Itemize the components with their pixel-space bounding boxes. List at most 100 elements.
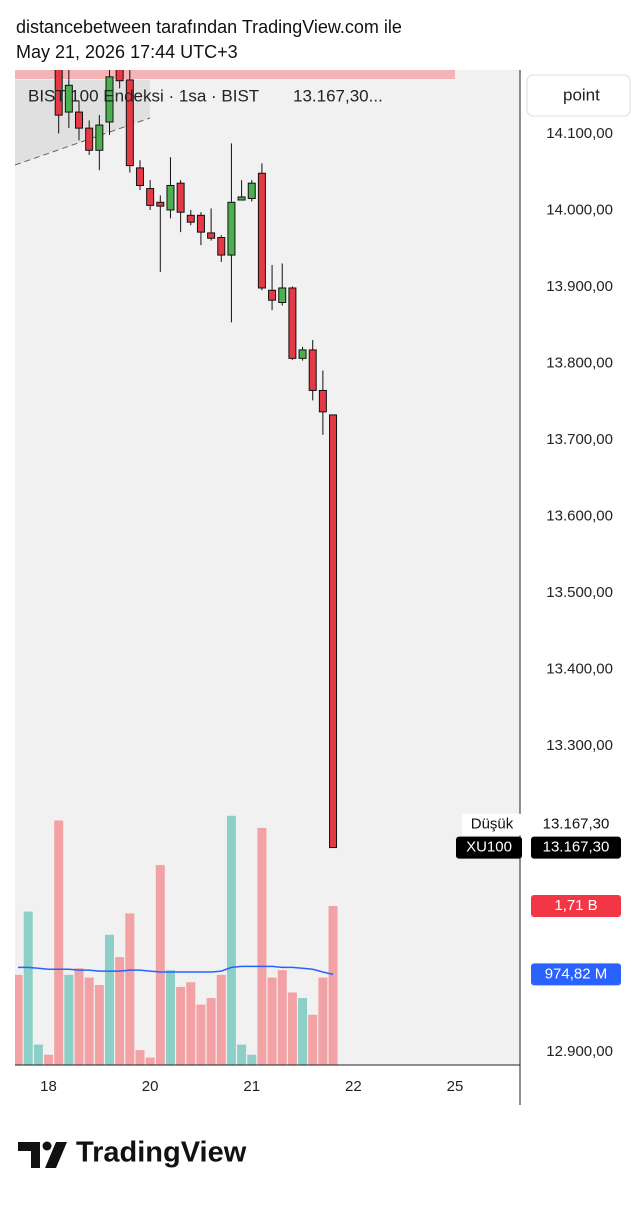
volume-bar [15, 974, 23, 1065]
volume-bar [298, 998, 308, 1065]
volume-last-label: 1,71 B [554, 897, 597, 914]
volume-bar [196, 1004, 206, 1065]
y-tick-label: 13.900,00 [546, 278, 613, 295]
volume-bar [186, 982, 196, 1065]
candle-body [156, 201, 165, 207]
plot-background [15, 70, 520, 1065]
volume-bar [267, 977, 277, 1065]
volume-bar [54, 820, 64, 1065]
candle-body [217, 236, 226, 256]
volume-bar [125, 913, 135, 1065]
y-tick-label: 13.300,00 [546, 737, 613, 754]
volume-ma-last-bg [531, 963, 621, 986]
volume-bar [64, 974, 74, 1065]
candle-body [318, 389, 327, 413]
y-tick-label: 12.900,00 [546, 1043, 613, 1060]
last-price-tag: XU100 [466, 839, 512, 856]
last-price-tag-bg [456, 836, 522, 859]
y-tick-label: 13.400,00 [546, 661, 613, 678]
volume-bar [216, 974, 226, 1065]
volume-bar [257, 827, 267, 1065]
volume-bar [84, 977, 94, 1065]
candle-body [298, 349, 307, 359]
volume-bar [145, 1057, 155, 1065]
candle-body [166, 184, 175, 211]
candle-body [125, 79, 134, 167]
candle-body [85, 127, 94, 151]
y-tick-label: 13.600,00 [546, 508, 613, 525]
candle-body [146, 188, 155, 206]
low-marker-tag: Düşük [471, 816, 514, 833]
legend-title: BIST 100 Endeksi · 1sa · BIST [28, 86, 259, 105]
volume-ma-line [18, 965, 334, 976]
volume-bar [44, 1054, 54, 1065]
candle-body [64, 84, 73, 113]
candle-body [227, 201, 236, 256]
volume-bar [23, 911, 33, 1065]
volume-ma-last-label: 974,82 M [545, 965, 608, 982]
x-tick-label: 25 [447, 1078, 464, 1095]
x-tick-label: 21 [243, 1078, 260, 1095]
volume-bar [318, 977, 328, 1065]
candle-body [196, 214, 205, 233]
last-price-bg [531, 836, 621, 859]
candle-body [176, 182, 185, 213]
low-marker-label: 13.167,30 [543, 816, 610, 833]
brand-name: TradingView [76, 1137, 247, 1169]
candle-body [268, 289, 277, 301]
volume-bar [226, 815, 236, 1065]
y-tick-label: 13.700,00 [546, 431, 613, 448]
volume-bar [247, 1054, 257, 1065]
drawing-band [15, 70, 455, 79]
scale-button[interactable] [526, 74, 631, 117]
last-price-label: 13.167,30 [543, 839, 610, 856]
volume-last-bg [531, 894, 621, 917]
candle-body [278, 287, 287, 303]
y-tick-label: 14.100,00 [546, 125, 613, 142]
volume-bar [74, 968, 84, 1065]
volume-bar [176, 986, 186, 1065]
x-tick-label: 22 [345, 1078, 362, 1095]
volume-bar [287, 992, 297, 1065]
volume-bar [135, 1050, 145, 1065]
candle-body [288, 287, 297, 359]
y-tick-label: 13.800,00 [546, 355, 613, 372]
candle-body [186, 214, 195, 223]
candle-body [308, 349, 317, 391]
header-line: distancebetween tarafından TradingView.c… [16, 17, 402, 37]
candle-body [54, 70, 63, 116]
volume-bar [155, 865, 165, 1065]
drawing-line [15, 117, 151, 166]
header-date: May 21, 2026 17:44 UTC+3 [16, 42, 238, 62]
candle-body [247, 182, 256, 199]
candle-body [237, 196, 246, 201]
x-tick-label: 20 [142, 1078, 159, 1095]
plot-area [15, 70, 455, 1065]
candle-body [75, 111, 84, 129]
volume-bar [308, 1014, 318, 1065]
low-marker-tag-bg [462, 813, 522, 836]
low-marker-bg [531, 813, 621, 836]
scale-button-label[interactable]: point [563, 85, 600, 104]
x-tick-label: 18 [40, 1078, 57, 1095]
candle-body [115, 70, 124, 82]
candle-body [257, 172, 266, 289]
volume-bar [115, 957, 125, 1065]
y-tick-label: 14.000,00 [546, 202, 613, 219]
candle-body [329, 414, 338, 849]
volume-bar [104, 934, 114, 1065]
tradingview-logo [18, 1141, 67, 1168]
volume-bar [277, 970, 287, 1065]
volume-bar [237, 1044, 247, 1065]
volume-bar [206, 998, 216, 1065]
candle-body [105, 76, 114, 123]
candle-body [135, 167, 144, 186]
volume-bar [33, 1044, 43, 1065]
y-tick-label: 13.500,00 [546, 584, 613, 601]
volume-bar [165, 970, 175, 1065]
volume-bar [94, 985, 104, 1065]
legend-price: 13.167,30... [293, 86, 383, 105]
candle-body [207, 232, 216, 239]
